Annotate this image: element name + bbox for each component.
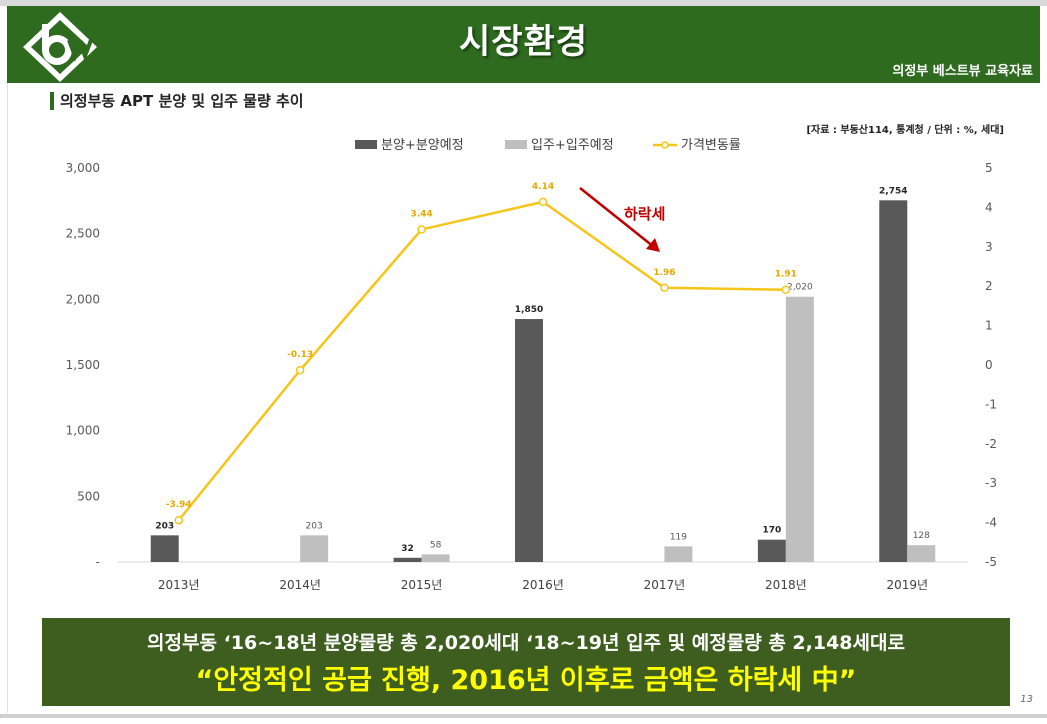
x-tick-label: 2015년: [401, 578, 443, 592]
y-right-tick-label: 5: [985, 161, 993, 175]
y-right-tick-label: -4: [985, 516, 997, 530]
bar-data-label: 203: [155, 521, 174, 531]
bar-move-in: [785, 296, 814, 562]
legend-label: 입주+입주예정: [531, 138, 614, 153]
bar-move-in: [907, 545, 936, 562]
price-change-line: [177, 200, 786, 522]
line-data-label: -0.13: [287, 350, 313, 360]
supply-chart: - 500 1,000 1,500 2,000 2,500 3,000 -5 -4 -3 -2 -1 0…: [66, 138, 997, 592]
banner-line-2: “안정적인 공급 진행, 2016년 이후로 금액은 하락세 中”: [195, 665, 857, 696]
price-change-point: [660, 283, 669, 293]
y-left-tick-label: 500: [77, 489, 100, 503]
bar-sales: [150, 535, 179, 562]
trend-arrow-icon: [579, 187, 655, 248]
price-change-point: [538, 197, 548, 207]
y-right-tick-label: -2: [985, 437, 997, 451]
bar-data-label: 203: [306, 521, 323, 531]
left-rule: [7, 83, 8, 713]
line-data-label: 3.44: [410, 209, 432, 219]
x-tick-label: 2014년: [279, 578, 321, 592]
x-tick-label: 2016년: [522, 578, 564, 592]
org-label: 의정부 베스트뷰 교육자료: [892, 64, 1033, 79]
line-data-label: 4.14: [532, 182, 554, 192]
y-right-tick-label: -1: [985, 397, 997, 411]
bar-data-label: 32: [401, 544, 414, 554]
bar-move-in: [300, 535, 329, 562]
legend-swatch: [505, 140, 527, 149]
y-right-tick-label: -3: [985, 476, 997, 490]
bar-data-label: 170: [762, 526, 781, 536]
legend-swatch: [355, 140, 377, 149]
summary-banner: 의정부동 ‘16~18년 분양물량 총 2,020세대 ‘18~19년 입주 및…: [42, 618, 1010, 706]
trend-arrowhead-icon: [646, 238, 660, 252]
price-change-point: [781, 285, 791, 294]
y-left-tick-label: 3,000: [66, 161, 100, 175]
y-right-tick-label: -5: [985, 555, 997, 569]
x-tick-label: 2017년: [644, 578, 686, 592]
bottom-border: [0, 714, 1047, 718]
y-right-tick-label: 0: [985, 358, 993, 372]
bar-sales: [879, 200, 908, 563]
bar-sales: [393, 557, 422, 562]
header-bar: [7, 6, 1040, 83]
price-change-point: [174, 515, 183, 525]
bar-data-label: 58: [430, 540, 442, 550]
y-right-tick-label: 3: [985, 240, 993, 254]
bar-move-in: [421, 554, 450, 562]
bestview-logo-icon: [23, 12, 97, 82]
legend-label: 분양+분양예정: [381, 138, 464, 153]
y-left-tick-label: 1,000: [66, 424, 100, 438]
y-left-tick-label: 2,500: [66, 227, 100, 241]
y-left-tick-label: 2,000: [66, 292, 100, 306]
section-title: 의정부동 APT 분양 및 입주 물량 추이: [50, 92, 304, 110]
line-data-label: 1.91: [775, 270, 797, 280]
bar-data-label: 119: [670, 532, 687, 542]
bar-sales: [515, 319, 543, 562]
banner-line-1: 의정부동 ‘16~18년 분양물량 총 2,020세대 ‘18~19년 입주 및…: [147, 632, 905, 654]
legend-line-marker: [661, 141, 669, 149]
bar-data-label: 2,754: [879, 186, 907, 196]
bar-sales: [757, 539, 786, 562]
legend-label: 가격변동률: [681, 138, 741, 153]
x-tick-label: 2019년: [886, 578, 928, 592]
price-change-point: [417, 225, 426, 234]
source-note: [자료 : 부동산114, 통계청 / 단위 : %, 세대]: [806, 125, 1004, 136]
page-title: 시장환경: [458, 22, 589, 62]
y-left-tick-label: -: [96, 555, 100, 569]
y-right-tick-label: 4: [985, 200, 993, 214]
y-left-tick-label: 1,500: [66, 358, 100, 372]
x-tick-label: 2013년: [158, 578, 200, 592]
top-border: [0, 0, 1047, 6]
line-data-label: -3.94: [166, 500, 192, 510]
bar-move-in: [664, 546, 693, 562]
price-change-point: [295, 365, 305, 375]
bar-data-label: 128: [913, 531, 930, 541]
trend-annotation: 하락세: [624, 205, 665, 223]
page-number: 13: [1020, 694, 1033, 705]
bar-data-label: 1,850: [515, 305, 543, 315]
y-right-tick-label: 2: [985, 279, 993, 293]
x-tick-label: 2018년: [765, 578, 807, 592]
line-data-label: 1.96: [653, 268, 675, 278]
bar-data-label: 2,020: [787, 283, 813, 293]
y-right-tick-label: 1: [985, 319, 993, 333]
